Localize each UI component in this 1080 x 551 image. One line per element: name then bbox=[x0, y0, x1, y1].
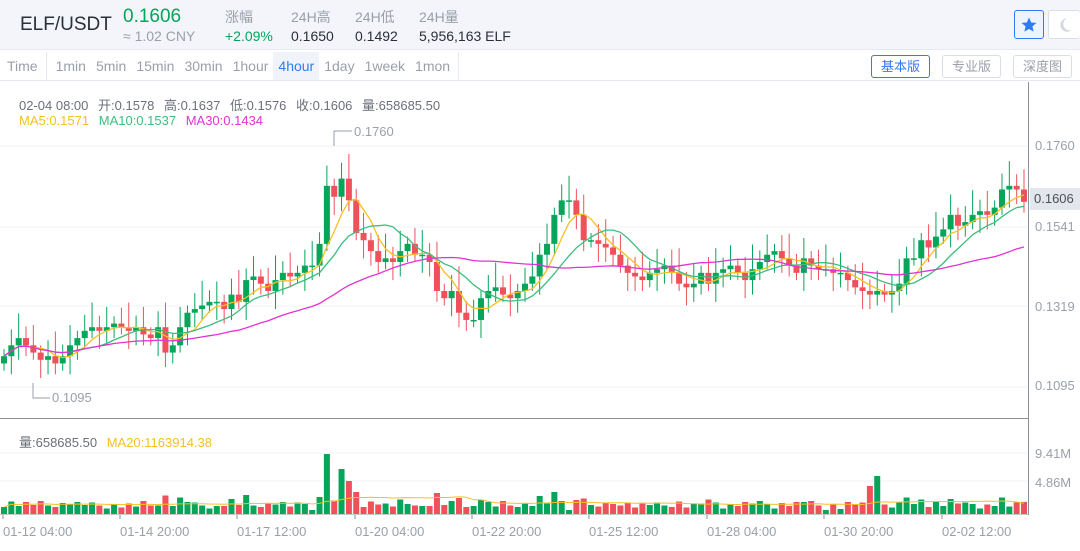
ticker-header: ELF/USDT 0.1606 ≈ 1.02 CNY 涨幅 +2.09% 24H… bbox=[0, 0, 1080, 50]
time-tick: 01-17 12:00 bbox=[237, 524, 307, 539]
pro-view-button[interactable]: 专业版 bbox=[942, 55, 1002, 78]
cny-value: ≈ 1.02 CNY bbox=[123, 28, 196, 44]
price-tick: 0.1319 bbox=[1035, 299, 1075, 314]
time-tick: 01-28 04:00 bbox=[707, 524, 777, 539]
time-tick: 01-30 20:00 bbox=[824, 524, 894, 539]
high-value: 高:0.1637 bbox=[164, 98, 221, 113]
low-value: 低:0.1576 bbox=[230, 98, 287, 113]
last-price: 0.1606 bbox=[123, 6, 182, 27]
theme-toggle-button[interactable] bbox=[1048, 10, 1080, 39]
stat-value: 0.1492 bbox=[355, 28, 398, 44]
tab-time[interactable]: Time bbox=[0, 52, 47, 80]
tab-30min[interactable]: 30min bbox=[184, 58, 223, 74]
stat-change: 涨幅 +2.09% bbox=[225, 7, 273, 44]
stat-24h-low: 24H低 0.1492 bbox=[355, 7, 398, 44]
time-tick: 02-02 12:00 bbox=[942, 524, 1012, 539]
tab-15min[interactable]: 15min bbox=[136, 58, 175, 74]
candle-time: 02-04 08:00 bbox=[19, 98, 89, 113]
favorite-button[interactable] bbox=[1014, 10, 1044, 39]
tab-5min[interactable]: 5min bbox=[95, 58, 127, 74]
basic-view-button[interactable]: 基本版 bbox=[871, 55, 931, 78]
ohlc-legend: 02-04 08:00 开:0.1578 高:0.1637 低:0.1576 收… bbox=[19, 95, 446, 114]
volume-value: 量:658685.50 bbox=[362, 98, 441, 113]
chart-toolbar: Time 1min 5min 15min 30min 1hour 4hour 1… bbox=[0, 51, 1080, 81]
tab-1week[interactable]: 1week bbox=[364, 58, 406, 74]
price-tick: 0.1095 bbox=[1035, 378, 1075, 393]
timeframe-tabs: Time 1min 5min 15min 30min 1hour 4hour 1… bbox=[0, 52, 460, 80]
time-tick: 01-14 20:00 bbox=[120, 524, 190, 539]
time-tick: 01-22 20:00 bbox=[472, 524, 542, 539]
volume-value: 量:658685.50 bbox=[19, 435, 98, 450]
stat-24h-volume: 24H量 5,956,163 ELF bbox=[419, 7, 511, 44]
volume-tick: 9.41M bbox=[1035, 446, 1072, 461]
stat-value: 0.1650 bbox=[291, 28, 334, 44]
ma10-value: MA10:0.1537 bbox=[98, 113, 177, 128]
time-tick: 01-20 04:00 bbox=[355, 524, 425, 539]
time-tick: 01-25 12:00 bbox=[589, 524, 659, 539]
price-tick: 0.1541 bbox=[1035, 219, 1075, 234]
volume-ma20-value: MA20:1163914.38 bbox=[106, 435, 212, 450]
open-value: 开:0.1578 bbox=[98, 98, 155, 113]
stat-label: 24H高 bbox=[291, 9, 331, 25]
tab-4hour[interactable]: 4hour bbox=[273, 52, 320, 80]
stat-24h-high: 24H高 0.1650 bbox=[291, 7, 334, 44]
ma5-value: MA5:0.1571 bbox=[19, 113, 90, 128]
volume-tick: 4.86M bbox=[1035, 475, 1072, 490]
close-value: 收:0.1606 bbox=[296, 98, 353, 113]
tab-1hour[interactable]: 1hour bbox=[232, 58, 269, 74]
current-price-marker: 0.1606 bbox=[1030, 188, 1080, 210]
volume-legend: 量:658685.50 MA20:1163914.38 bbox=[19, 432, 218, 451]
stat-label: 24H低 bbox=[355, 9, 395, 25]
depth-chart-button[interactable]: 深度图 bbox=[1013, 55, 1073, 78]
stat-label: 涨幅 bbox=[225, 9, 253, 25]
max-price-annotation: 0.1760 bbox=[354, 124, 394, 139]
ma-legend: MA5:0.1571 MA10:0.1537 MA30:0.1434 bbox=[19, 113, 269, 128]
tab-1day[interactable]: 1day bbox=[324, 58, 355, 74]
price-tick: 0.1760 bbox=[1035, 138, 1075, 153]
ma30-value: MA30:0.1434 bbox=[185, 113, 264, 128]
min-price-annotation: 0.1095 bbox=[52, 390, 92, 405]
star-icon bbox=[1021, 17, 1037, 32]
tab-1mon[interactable]: 1mon bbox=[415, 58, 451, 74]
stat-value: 5,956,163 ELF bbox=[419, 28, 511, 44]
stat-value: +2.09% bbox=[225, 28, 273, 44]
tab-1min[interactable]: 1min bbox=[55, 58, 86, 74]
stat-label: 24H量 bbox=[419, 9, 459, 25]
moon-icon bbox=[1059, 17, 1072, 32]
pair-name: ELF/USDT bbox=[20, 14, 112, 35]
time-tick: 01-12 04:00 bbox=[3, 524, 73, 539]
